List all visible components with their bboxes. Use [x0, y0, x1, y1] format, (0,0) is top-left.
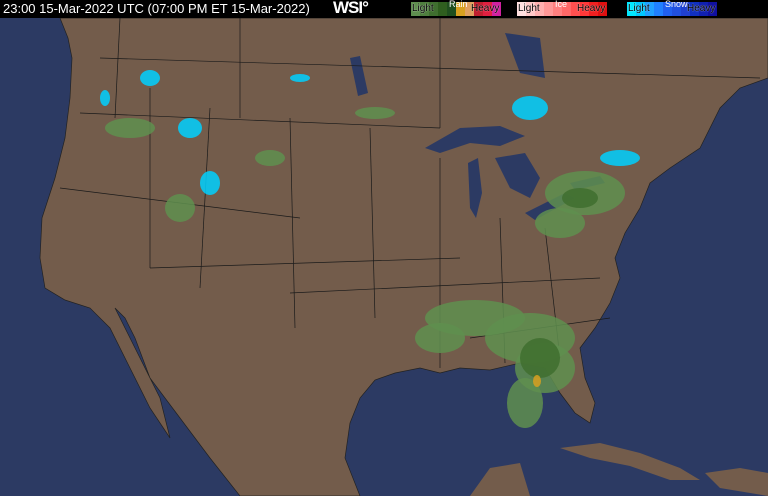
legend-rain-scale — [411, 2, 501, 16]
yucatan — [470, 463, 530, 496]
north-america-land — [39, 18, 768, 496]
precip-echo — [140, 70, 160, 86]
legend-swatch — [483, 2, 492, 16]
legend-snow-title: Snow — [665, 0, 688, 9]
precip-echo — [290, 74, 310, 82]
legend-snow-light: Light — [628, 3, 650, 14]
precip-echo — [535, 208, 585, 238]
precip-echo — [415, 323, 465, 353]
legend-ice-title: Ice — [555, 0, 568, 9]
legend-swatch — [438, 2, 447, 16]
legend-rain-light: Light — [412, 3, 434, 14]
precip-echo — [165, 194, 195, 222]
precip-echo — [100, 90, 110, 106]
legend-swatch — [598, 2, 607, 16]
precip-echo — [200, 171, 220, 195]
legend-swatch — [447, 2, 456, 16]
legend-ice-light: Light — [518, 3, 540, 14]
map-canvas — [39, 18, 768, 496]
legend-swatch — [553, 2, 562, 16]
wsi-logo: WSI° — [333, 0, 369, 17]
legend-ice-scale — [517, 2, 607, 16]
lake-superior — [425, 126, 525, 153]
legend-swatch — [429, 2, 438, 16]
legend-swatch — [517, 2, 526, 16]
legend-swatch — [690, 2, 699, 16]
legend-swatch — [708, 2, 717, 16]
legend-swatch — [681, 2, 690, 16]
lake-michigan-north — [505, 33, 545, 78]
legend-snow-heavy: Heavy — [687, 3, 716, 14]
legend-swatch — [672, 2, 681, 16]
precip-echo — [520, 338, 560, 378]
legend-swatch — [589, 2, 598, 16]
legend-snow-scale — [627, 2, 717, 16]
legend-rain-heavy: Heavy — [471, 3, 500, 14]
precip-echo — [355, 107, 395, 119]
precip-echo — [562, 188, 598, 208]
legend-swatch — [699, 2, 708, 16]
precip-echo — [178, 118, 202, 138]
precip-echo — [512, 96, 548, 120]
legend-swatch — [580, 2, 589, 16]
legend-swatch — [654, 2, 663, 16]
legend-swatch — [526, 2, 535, 16]
legend-swatch — [627, 2, 636, 16]
legend-swatch — [663, 2, 672, 16]
header-bar: 23:00 15-Mar-2022 UTC (07:00 PM ET 15-Ma… — [0, 0, 768, 18]
precip-echo — [600, 150, 640, 166]
legend-swatch — [411, 2, 420, 16]
precip-echo — [105, 118, 155, 138]
legend-swatch — [571, 2, 580, 16]
lake-huron — [495, 153, 540, 198]
legend-ice-heavy: Heavy — [577, 3, 606, 14]
legend-swatch — [456, 2, 465, 16]
cuba — [560, 443, 700, 480]
legend-swatch — [562, 2, 571, 16]
legend-swatch — [544, 2, 553, 16]
precip-echo — [533, 375, 541, 387]
hispaniola — [705, 468, 768, 496]
legend-swatch — [645, 2, 654, 16]
legend-swatch — [636, 2, 645, 16]
legend-rain-title: Rain — [449, 0, 468, 9]
radar-echoes — [100, 70, 640, 428]
lake-michigan — [468, 158, 482, 218]
timestamp: 23:00 15-Mar-2022 UTC (07:00 PM ET 15-Ma… — [3, 1, 310, 16]
precip-echo — [507, 378, 543, 428]
legend-swatch — [420, 2, 429, 16]
land-mass — [39, 18, 768, 496]
legend-swatch — [474, 2, 483, 16]
legend-swatch — [465, 2, 474, 16]
legend-swatch — [535, 2, 544, 16]
precip-echo — [255, 150, 285, 166]
legend-swatch — [492, 2, 501, 16]
